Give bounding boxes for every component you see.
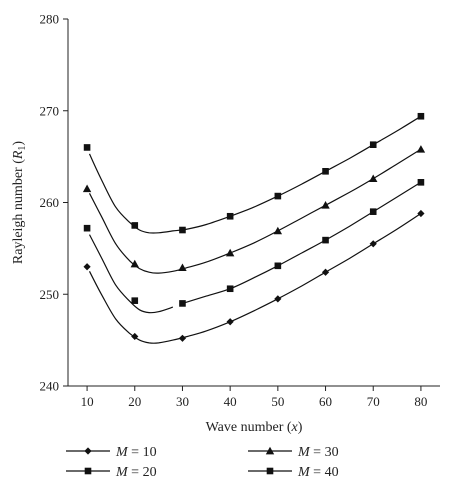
series-3 xyxy=(82,145,426,274)
x-tick-label: 50 xyxy=(271,394,284,409)
plot-area xyxy=(82,112,426,344)
legend-entry-3: M = 30 xyxy=(248,445,339,460)
legend-label: M = 10 xyxy=(115,445,157,460)
data-point xyxy=(179,300,186,307)
data-point xyxy=(274,262,282,270)
data-point xyxy=(226,285,234,293)
y-tick-label: 240 xyxy=(40,379,60,394)
data-point xyxy=(178,263,187,272)
x-tick-label: 20 xyxy=(128,394,141,409)
data-point xyxy=(82,184,92,193)
data-point xyxy=(321,268,330,276)
series-line xyxy=(88,234,174,314)
data-point xyxy=(226,318,234,326)
data-point xyxy=(274,295,282,303)
data-point xyxy=(131,297,139,304)
y-tick-label: 250 xyxy=(40,287,60,302)
legend-label: M = 40 xyxy=(297,465,339,480)
data-point xyxy=(83,263,91,271)
data-point xyxy=(369,174,378,183)
series-line xyxy=(88,148,422,274)
legend-marker xyxy=(84,447,92,455)
legend-marker xyxy=(265,446,275,455)
x-tick-label: 70 xyxy=(367,394,380,409)
y-tick-label: 270 xyxy=(40,103,60,118)
y-axis-title: Rayleigh number (R1) xyxy=(11,141,28,265)
legend-entry-2: M = 20 xyxy=(66,465,157,480)
data-point xyxy=(179,226,186,234)
y-tick-label: 260 xyxy=(40,195,60,210)
data-point xyxy=(369,141,377,148)
data-point xyxy=(321,201,330,209)
legend-entry-4: M = 40 xyxy=(248,465,339,480)
data-point xyxy=(417,179,425,186)
data-point xyxy=(130,259,139,268)
legend: M = 10 M = 20 M = 30 M = 40 xyxy=(66,445,339,480)
data-point xyxy=(417,112,425,120)
data-point xyxy=(274,192,282,200)
data-point xyxy=(416,145,426,153)
data-point xyxy=(417,209,425,218)
data-point xyxy=(178,334,187,342)
x-tick-label: 60 xyxy=(319,394,332,409)
legend-label: M = 20 xyxy=(115,465,157,480)
data-point xyxy=(131,222,139,229)
y-tick-label: 280 xyxy=(40,12,60,27)
data-point xyxy=(322,236,329,244)
axes: 240 250 260 270 280 10 20 30 40 50 60 70 80 Wave numb… xyxy=(11,12,440,435)
x-tick-label: 40 xyxy=(224,394,237,409)
series-4 xyxy=(83,112,425,234)
x-axis-title: Wave number (x) xyxy=(206,420,303,435)
data-point xyxy=(83,224,91,232)
series-line xyxy=(182,181,422,304)
series-1 xyxy=(83,209,425,344)
series-2 xyxy=(83,179,425,314)
x-tick-label: 80 xyxy=(414,394,427,409)
data-point xyxy=(83,144,91,151)
x-tick-label: 10 xyxy=(81,394,94,409)
data-point xyxy=(322,168,329,175)
legend-marker xyxy=(84,467,92,475)
x-tick-label: 30 xyxy=(176,394,189,409)
data-point xyxy=(369,240,377,248)
data-point xyxy=(273,226,283,235)
data-point xyxy=(226,212,234,220)
legend-marker xyxy=(266,467,274,475)
legend-label: M = 30 xyxy=(297,445,339,460)
data-point xyxy=(131,332,139,341)
data-point xyxy=(225,248,235,257)
series-line xyxy=(88,115,422,234)
data-point xyxy=(369,208,377,215)
legend-entry-1: M = 10 xyxy=(66,445,157,460)
series-line xyxy=(88,212,422,344)
